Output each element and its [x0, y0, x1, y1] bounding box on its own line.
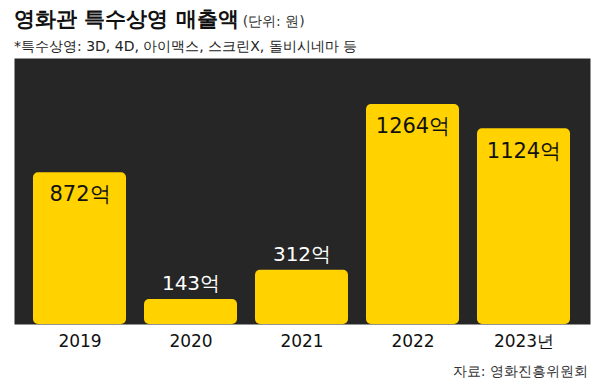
html-text:*특수상영: 3D, 4D, 아이맥스, 스크린X, 돌비시: *특수상영: 3D, 4D, 아이맥스, 스크린X, 돌비시네마 등 — [14, 38, 358, 54]
svg-text:1124억: 1124억 — [487, 139, 561, 163]
svg-text:2021: 2021 — [280, 331, 323, 351]
html-text:영화관 특수상영 매출액(단위: 원): 영화관 특수상영 매출액(단위: 원) — [14, 7, 305, 31]
svg-text:872억: 872억 — [49, 182, 110, 206]
svg-text:2019: 2019 — [58, 331, 101, 351]
svg-text:312억: 312억 — [273, 242, 331, 266]
html-text:자료: 영화진흥위원회: 자료: 영화진흥위원회 — [452, 363, 588, 379]
svg-text:1264억: 1264억 — [376, 114, 450, 138]
svg-text:2022: 2022 — [391, 331, 434, 351]
svg-text:143억: 143억 — [162, 271, 220, 295]
svg-text:2023년: 2023년 — [494, 331, 554, 351]
svg-text:2020: 2020 — [169, 331, 212, 351]
